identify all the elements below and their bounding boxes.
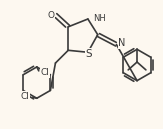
Text: Cl: Cl	[20, 92, 29, 101]
Text: S: S	[86, 49, 92, 59]
Text: N: N	[118, 38, 126, 49]
Text: O: O	[47, 11, 54, 20]
Text: Cl: Cl	[41, 68, 50, 77]
Text: NH: NH	[93, 14, 106, 23]
